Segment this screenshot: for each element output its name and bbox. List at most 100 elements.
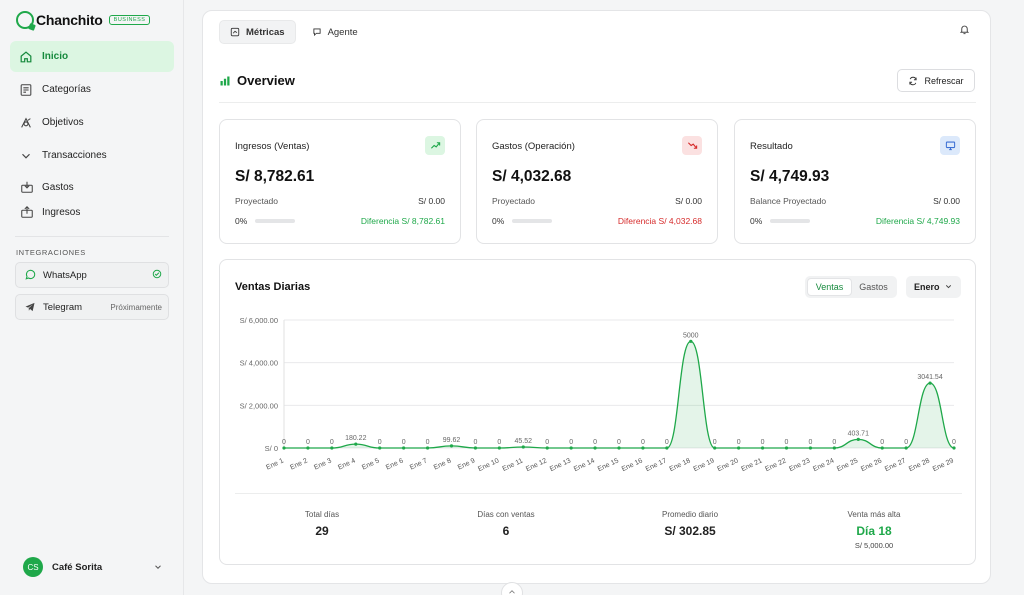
sidebar-item-transacciones[interactable]: Transacciones	[10, 140, 174, 171]
sidebar-item-ingresos[interactable]: Ingresos	[20, 202, 80, 222]
expense-icon	[20, 180, 34, 194]
sidebar-divider	[15, 236, 169, 237]
stat-label: Venta más alta	[847, 510, 901, 519]
divider	[235, 493, 962, 494]
data-label: 0	[785, 439, 789, 446]
data-label: 0	[569, 439, 573, 446]
chevron-down-icon	[944, 282, 953, 293]
card-projected-value: S/ 0.00	[933, 196, 960, 206]
overview-title: Overview	[237, 73, 295, 88]
chevron-up-icon	[507, 586, 517, 595]
sidebar-item-objetivos[interactable]: Objetivos	[10, 107, 174, 138]
sidebar: Chanchito BUSINESS Inicio Categorías Obj…	[0, 0, 184, 595]
y-tick-label: S/ 2,000.00	[240, 401, 278, 410]
data-point	[330, 446, 334, 450]
sidebar-item-categorias[interactable]: Categorías	[10, 74, 174, 105]
sidebar-item-label: Ingresos	[42, 206, 81, 218]
trend-down-icon	[682, 136, 702, 155]
x-tick-label: Ene 11	[502, 457, 525, 473]
user-menu[interactable]: CS Café Sorita	[23, 557, 163, 577]
data-label: 0	[713, 439, 717, 446]
chat-icon	[312, 27, 322, 37]
data-label: 0	[378, 439, 382, 446]
refresh-button[interactable]: Refrescar	[897, 69, 975, 92]
card-projected-value: S/ 0.00	[418, 196, 445, 206]
x-tick-label: Ene 22	[764, 457, 787, 473]
chart-icon	[230, 27, 240, 37]
notifications-bell-icon[interactable]	[959, 24, 970, 38]
integration-whatsapp[interactable]: WhatsApp	[15, 262, 169, 288]
data-label: 0	[330, 439, 334, 446]
brand[interactable]: Chanchito BUSINESS	[16, 10, 151, 30]
data-label: 403.71	[848, 430, 870, 437]
data-point	[354, 442, 358, 446]
data-label: 0	[402, 439, 406, 446]
data-point	[497, 446, 501, 450]
x-tick-label: Ene 23	[788, 457, 811, 473]
x-tick-label: Ene 5	[361, 457, 381, 471]
income-icon	[20, 205, 34, 219]
card-projected-label: Balance Proyectado	[750, 196, 827, 206]
data-label: 0	[665, 439, 669, 446]
card-projected-value: S/ 0.00	[675, 196, 702, 206]
data-label: 0	[473, 439, 477, 446]
x-tick-label: Ene 1	[265, 457, 285, 471]
integration-label: Telegram	[43, 301, 83, 313]
data-label: 0	[282, 439, 286, 446]
card-projected-label: Proyectado	[235, 196, 278, 206]
x-tick-label: Ene 18	[669, 457, 692, 473]
data-label: 0	[808, 439, 812, 446]
month-value: Enero	[914, 282, 940, 292]
stat-label: Promedio diario	[661, 510, 719, 519]
x-tick-label: Ene 14	[573, 457, 596, 473]
stat-value: 29	[315, 524, 329, 538]
tab-metricas[interactable]: Métricas	[219, 20, 296, 44]
data-label: 0	[641, 439, 645, 446]
chevron-down-icon	[19, 149, 33, 163]
x-tick-label: Ene 6	[385, 457, 405, 471]
data-point	[282, 446, 286, 450]
data-label: 99.62	[443, 437, 461, 444]
stat-value: Día 18	[856, 524, 892, 538]
data-point	[306, 446, 310, 450]
integration-telegram[interactable]: Telegram Próximamente	[15, 294, 169, 320]
month-select[interactable]: Enero	[906, 276, 961, 298]
data-label: 180.22	[345, 435, 367, 442]
x-tick-label: Ene 10	[477, 457, 500, 473]
target-icon	[19, 116, 33, 130]
sidebar-item-label: Transacciones	[42, 150, 107, 161]
tab-label: Métricas	[246, 26, 285, 38]
data-point	[617, 446, 621, 450]
tab-label: Agente	[327, 26, 358, 38]
avatar: CS	[23, 557, 43, 577]
y-tick-label: S/ 0	[265, 444, 278, 453]
x-tick-label: Ene 9	[457, 457, 477, 471]
card-resultado: Resultado S/ 4,749.93 Balance Proyectado…	[734, 119, 976, 244]
stat-value: 6	[502, 524, 510, 538]
sidebar-item-inicio[interactable]: Inicio	[10, 41, 174, 72]
data-point	[641, 446, 645, 450]
data-point	[784, 446, 789, 450]
refresh-icon	[908, 76, 918, 86]
card-difference: Diferencia S/ 4,032.68	[617, 216, 702, 226]
chevron-down-icon	[153, 561, 163, 575]
check-circle-icon	[152, 269, 162, 281]
stat-dias-con-ventas: Días con ventas 6	[416, 510, 596, 538]
data-point	[952, 446, 956, 450]
data-label: 0	[426, 439, 430, 446]
card-projected-label: Proyectado	[492, 196, 535, 206]
card-title: Ingresos (Ventas)	[235, 141, 310, 152]
main-panel: Métricas Agente Overview Refrescar Ingre…	[202, 10, 991, 584]
x-tick-label: Ene 29	[932, 457, 955, 473]
x-tick-label: Ene 26	[860, 457, 883, 473]
stat-label: Total días	[304, 510, 340, 519]
card-title: Resultado	[750, 141, 793, 152]
integrations-section-label: INTEGRACIONES	[16, 248, 86, 257]
sidebar-item-gastos[interactable]: Gastos	[20, 177, 74, 197]
tab-agente[interactable]: Agente	[302, 20, 368, 44]
toggle-ventas[interactable]: Ventas	[807, 278, 852, 296]
monitor-icon	[940, 136, 960, 155]
toggle-gastos[interactable]: Gastos	[859, 282, 888, 292]
card-percent: 0%	[750, 216, 763, 226]
